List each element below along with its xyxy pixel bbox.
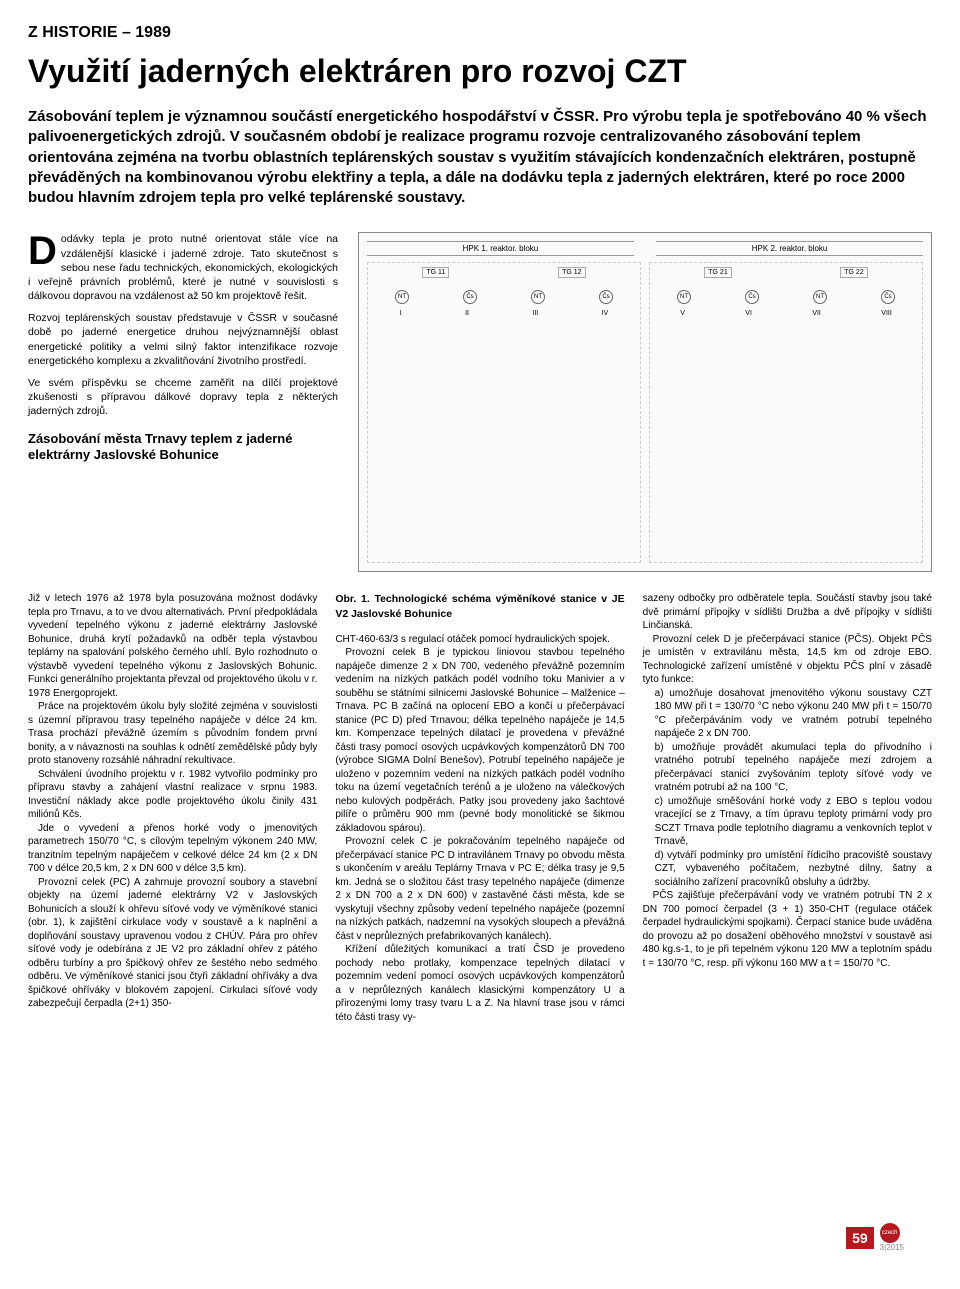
roman-label: IV (602, 310, 609, 317)
logo-icon: czech (880, 1223, 900, 1243)
body-text: Již v letech 1976 až 1978 byla posuzován… (28, 592, 317, 700)
body-text: sazeny odbočky pro odběratele tepla. Sou… (643, 592, 932, 633)
page-footer: 59 czech 3|2015 (846, 1223, 904, 1252)
roman-label: I (400, 310, 402, 317)
roman-label: VI (745, 310, 752, 317)
figure-caption: Obr. 1. Technologické schéma výměníkové … (335, 592, 624, 620)
issue-label: 3|2015 (880, 1243, 904, 1252)
roman-label: III (532, 310, 538, 317)
fig-block-left: TG 11 TG 12 NT Čs NT Čs I II III (367, 262, 641, 563)
roman-label: V (680, 310, 685, 317)
diagram-node: Čs (599, 290, 613, 304)
fig-left-title: HPK 1. reaktor. bloku (367, 241, 634, 256)
page-number: 59 (846, 1227, 874, 1249)
tg-label: TG 22 (840, 267, 867, 278)
intro-column: Dodávky tepla je proto nutné orientovat … (28, 232, 338, 572)
diagram-node: NT (531, 290, 545, 304)
roman-label: VIII (881, 310, 892, 317)
intro-p3: Ve svém příspěvku se chceme zaměřit na d… (28, 376, 338, 419)
diagram-node: Čs (881, 290, 895, 304)
body-text: Práce na projektovém úkolu byly složité … (28, 700, 317, 768)
body-text: Provozní celek (PC) A zahrnuje provozní … (28, 876, 317, 1011)
schematic-figure: HPK 1. reaktor. bloku HPK 2. reaktor. bl… (358, 232, 932, 572)
page-title: Využití jaderných elektráren pro rozvoj … (28, 54, 932, 89)
body-columns: Již v letech 1976 až 1978 byla posuzován… (28, 592, 932, 1024)
body-text: Provozní celek C je pokračováním tepelné… (335, 835, 624, 943)
lead-text: Zásobování teplem je významnou součástí … (28, 107, 932, 208)
fig-right-title: HPK 2. reaktor. bloku (656, 241, 923, 256)
diagram-node: NT (677, 290, 691, 304)
tg-label: TG 12 (558, 267, 585, 278)
roman-label: II (465, 310, 469, 317)
fig-block-right: TG 21 TG 22 NT Čs NT Čs V VI VII (649, 262, 923, 563)
column-3: sazeny odbočky pro odběratele tepla. Sou… (643, 592, 932, 1024)
intro-p1: Dodávky tepla je proto nutné orientovat … (28, 232, 338, 303)
body-text: CHT-460-63/3 s regulací otáček pomocí hy… (335, 633, 624, 647)
list-item-b: b) umožňuje provádět akumulaci tepla do … (643, 741, 932, 795)
diagram-node: Čs (463, 290, 477, 304)
roman-label: VII (812, 310, 821, 317)
column-1: Již v letech 1976 až 1978 byla posuzován… (28, 592, 317, 1024)
list-item-a: a) umožňuje dosahovat jmenovitého výkonu… (643, 687, 932, 741)
diagram-node: NT (395, 290, 409, 304)
body-text: PČS zajišťuje přečerpávání vody ve vratn… (643, 889, 932, 970)
subsection-title: Zásobování města Trnavy teplem z jaderné… (28, 431, 338, 464)
body-text: Provozní celek D je přečerpávací stanice… (643, 633, 932, 687)
diagram-node: Čs (745, 290, 759, 304)
tg-label: TG 21 (704, 267, 731, 278)
body-text: Provozní celek B je typickou liniovou st… (335, 646, 624, 835)
list-item-c: c) umožňuje směšování horké vody z EBO s… (643, 795, 932, 849)
body-text: Schválení úvodního projektu v r. 1982 vy… (28, 768, 317, 822)
figure-column: HPK 1. reaktor. bloku HPK 2. reaktor. bl… (358, 232, 932, 572)
tg-label: TG 11 (422, 267, 449, 278)
list-item-d: d) vytváří podmínky pro umístění řídicíh… (643, 849, 932, 890)
body-text: Jde o vyvedení a přenos horké vody o jme… (28, 822, 317, 876)
intro-p2: Rozvoj teplárenských soustav představuje… (28, 311, 338, 368)
body-text: Křížení důležitých komunikací a tratí ČS… (335, 943, 624, 1024)
intro-and-figure: Dodávky tepla je proto nutné orientovat … (28, 232, 932, 572)
column-2: Obr. 1. Technologické schéma výměníkové … (335, 592, 624, 1024)
diagram-node: NT (813, 290, 827, 304)
section-label: Z HISTORIE – 1989 (28, 24, 932, 42)
